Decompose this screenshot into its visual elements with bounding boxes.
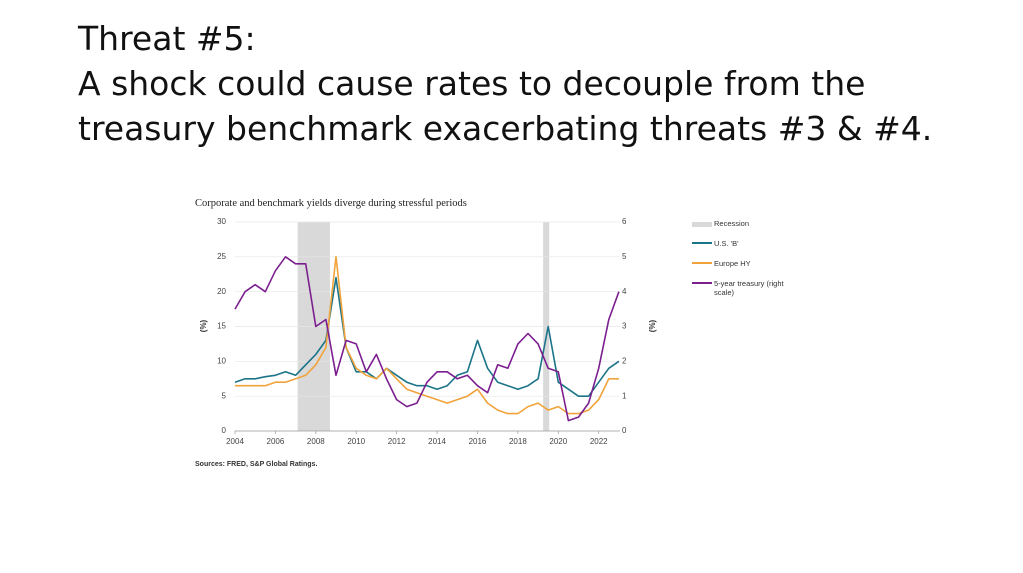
legend-item: Recession [692,219,792,228]
legend-label: Recession [714,219,750,228]
y2-tick-label: 0 [622,426,627,435]
y-tick-label: 30 [217,217,226,226]
legend-swatch [692,282,712,284]
x-tick-label: 2012 [388,437,406,446]
slide-title-line: treasury benchmark exacerbating threats … [78,109,932,148]
y2-tick-label: 6 [622,217,627,226]
legend-swatch [692,242,712,244]
y-tick-label: 20 [217,287,226,296]
chart-source: Sources: FRED, S&P Global Ratings. [195,461,317,468]
chart-title: Corporate and benchmark yields diverge d… [195,198,467,209]
y-tick-label: 10 [217,356,226,365]
legend-item: U.S. 'B' [692,239,792,248]
y-axis-label: (%) [199,319,208,332]
legend-swatch [692,262,712,264]
y-tick-label: 5 [222,391,227,400]
y2-tick-label: 3 [622,322,627,331]
x-tick-label: 2004 [226,437,244,446]
y-tick-label: 0 [222,426,227,435]
y2-tick-label: 1 [622,391,627,400]
x-tick-label: 2010 [347,437,365,446]
y2-axis-label: (%) [648,319,657,332]
series-line [234,256,620,422]
y2-tick-label: 5 [622,252,627,261]
y2-tick-label: 4 [622,287,627,296]
y2-tick-label: 2 [622,356,627,365]
x-tick-label: 2016 [469,437,487,446]
legend-item: 5-year treasury (right scale) [692,279,792,297]
legend-swatch [692,222,712,227]
x-tick-label: 2008 [307,437,325,446]
y-tick-label: 15 [217,322,226,331]
x-tick-label: 2006 [267,437,285,446]
legend-item: Europe HY [692,259,792,268]
legend-label: U.S. 'B' [714,239,739,248]
y-tick-label: 25 [217,252,226,261]
legend: Recession U.S. 'B' Europe HY 5-year treasur… [692,219,792,308]
x-tick-label: 2018 [509,437,527,446]
legend-label: 5-year treasury (right scale) [714,279,784,297]
x-tick-label: 2014 [428,437,446,446]
slide-title-line: A shock could cause rates to decouple fr… [78,64,865,103]
series-line [235,256,619,415]
series-line [234,276,620,397]
x-tick-label: 2020 [549,437,567,446]
slide-title-line: Threat #5: [77,19,256,58]
legend-label: Europe HY [714,259,751,268]
x-tick-label: 2022 [590,437,608,446]
